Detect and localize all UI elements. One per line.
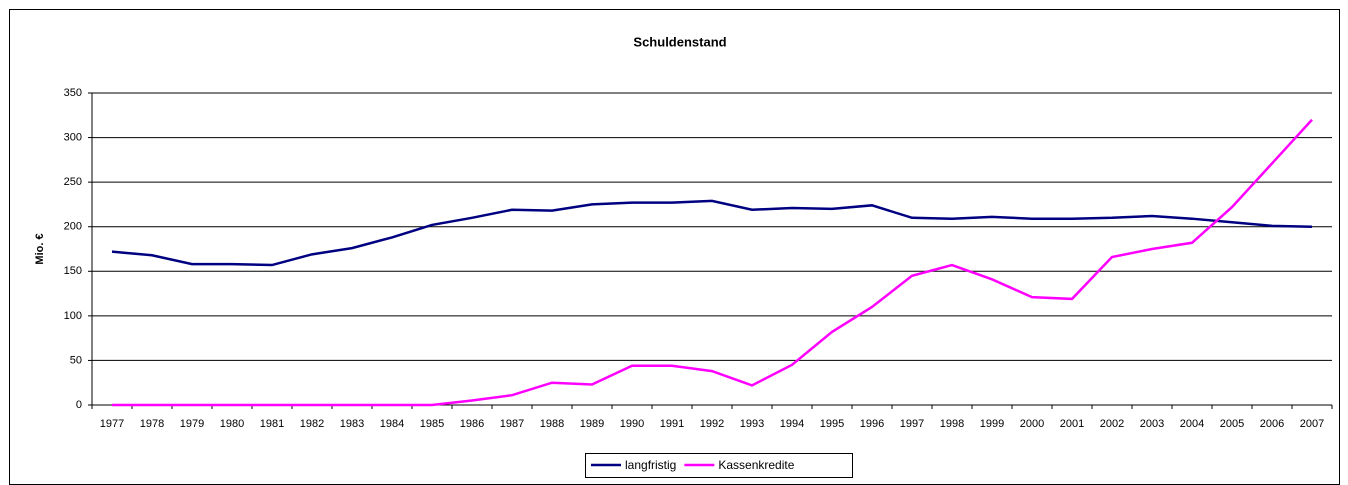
x-tick-label: 1997 <box>900 418 924 430</box>
x-tick-label: 2002 <box>1100 418 1124 430</box>
x-tick-label: 1994 <box>780 418 804 430</box>
x-tick-label: 1987 <box>500 418 524 430</box>
legend-box <box>585 453 853 478</box>
legend-label: langfristig <box>625 458 676 472</box>
chart-border <box>9 9 1340 485</box>
x-tick-label: 1992 <box>700 418 724 430</box>
x-tick-label: 1983 <box>340 418 364 430</box>
x-tick-label: 1978 <box>140 418 164 430</box>
x-tick-label: 1986 <box>460 418 484 430</box>
x-tick-label: 1982 <box>300 418 324 430</box>
x-tick-label: 1977 <box>100 418 124 430</box>
y-tick-label: 0 <box>76 399 82 411</box>
y-tick-label: 350 <box>64 87 82 99</box>
x-tick-label: 1985 <box>420 418 444 430</box>
x-tick-label: 2003 <box>1140 418 1164 430</box>
x-tick-label: 1980 <box>220 418 244 430</box>
y-tick-label: 200 <box>64 221 82 233</box>
x-tick-label: 1993 <box>740 418 764 430</box>
line-series <box>111 199 1313 267</box>
x-tick-label: 1998 <box>940 418 964 430</box>
y-tick-label: 150 <box>64 265 82 277</box>
line-series <box>112 118 1313 407</box>
x-tick-label: 2007 <box>1300 418 1324 430</box>
y-tick-label: 100 <box>64 310 82 322</box>
legend-label: Kassenkredite <box>718 458 794 472</box>
x-tick-label: 1990 <box>620 418 644 430</box>
x-tick-label: 2001 <box>1060 418 1084 430</box>
x-tick-label: 1995 <box>820 418 844 430</box>
y-tick-label: 50 <box>70 354 82 366</box>
x-tick-label: 2000 <box>1020 418 1044 430</box>
x-tick-label: 1991 <box>660 418 684 430</box>
x-tick-label: 1981 <box>260 418 284 430</box>
y-tick-label: 250 <box>64 176 82 188</box>
x-tick-label: 2006 <box>1260 418 1284 430</box>
x-tick-label: 1999 <box>980 418 1004 430</box>
x-tick-label: 1988 <box>540 418 564 430</box>
x-tick-label: 1996 <box>860 418 884 430</box>
x-tick-label: 1979 <box>180 418 204 430</box>
y-axis-label: Mio. € <box>34 233 46 264</box>
x-tick-label: 1984 <box>380 418 404 430</box>
x-tick-label: 1989 <box>580 418 604 430</box>
y-tick-label: 300 <box>64 131 82 143</box>
x-tick-label: 2004 <box>1180 418 1204 430</box>
x-tick-label: 2005 <box>1220 418 1244 430</box>
chart-title: Schuldenstand <box>633 34 726 49</box>
